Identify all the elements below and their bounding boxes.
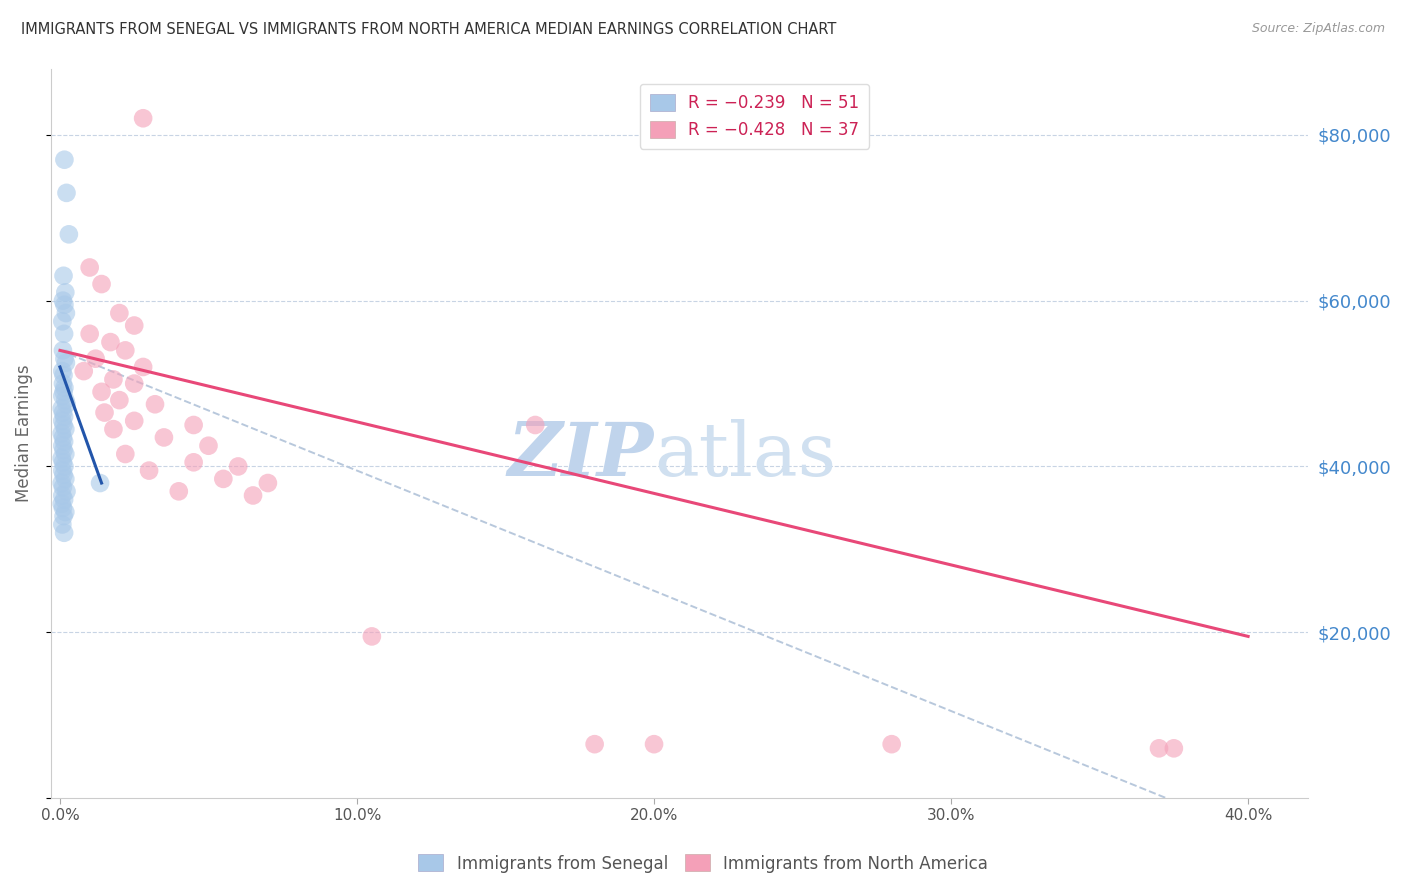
Point bbox=[51, 439, 73, 453]
Point bbox=[89, 476, 111, 491]
Text: Source: ZipAtlas.com: Source: ZipAtlas.com bbox=[1251, 22, 1385, 36]
Point bbox=[53, 472, 76, 486]
Point bbox=[55, 484, 77, 499]
Point bbox=[122, 318, 145, 333]
Point bbox=[79, 326, 101, 341]
Point bbox=[53, 351, 76, 366]
Point bbox=[53, 459, 76, 474]
Point bbox=[122, 414, 145, 428]
Point bbox=[524, 417, 547, 432]
Point bbox=[51, 488, 73, 502]
Point bbox=[153, 430, 176, 444]
Point bbox=[53, 434, 76, 449]
Point bbox=[122, 376, 145, 391]
Point bbox=[880, 737, 903, 751]
Point bbox=[52, 430, 75, 444]
Point bbox=[52, 406, 75, 420]
Point bbox=[90, 277, 112, 291]
Point bbox=[52, 509, 75, 524]
Point bbox=[52, 268, 75, 283]
Point bbox=[52, 417, 75, 432]
Point bbox=[53, 409, 76, 424]
Point bbox=[242, 488, 264, 502]
Point bbox=[84, 351, 107, 366]
Point bbox=[51, 497, 73, 511]
Point bbox=[52, 293, 75, 308]
Point bbox=[132, 359, 155, 374]
Point bbox=[73, 364, 96, 378]
Point bbox=[108, 306, 131, 320]
Point bbox=[212, 472, 235, 486]
Point bbox=[52, 480, 75, 494]
Point bbox=[103, 422, 125, 436]
Point bbox=[197, 439, 219, 453]
Point bbox=[55, 356, 77, 370]
Point bbox=[53, 525, 76, 540]
Point bbox=[51, 364, 73, 378]
Point bbox=[51, 414, 73, 428]
Point bbox=[257, 476, 280, 491]
Point bbox=[100, 335, 122, 350]
Point bbox=[53, 492, 76, 507]
Text: atlas: atlas bbox=[654, 418, 837, 491]
Point bbox=[58, 227, 80, 242]
Point bbox=[53, 505, 76, 519]
Y-axis label: Median Earnings: Median Earnings bbox=[15, 365, 32, 502]
Point bbox=[114, 447, 136, 461]
Point bbox=[167, 484, 190, 499]
Point bbox=[53, 393, 76, 408]
Text: ZIP: ZIP bbox=[508, 419, 654, 491]
Point bbox=[52, 500, 75, 515]
Point bbox=[51, 451, 73, 466]
Point bbox=[103, 372, 125, 386]
Point bbox=[52, 442, 75, 457]
Point bbox=[643, 737, 665, 751]
Point bbox=[53, 422, 76, 436]
Point bbox=[183, 417, 205, 432]
Point bbox=[51, 426, 73, 441]
Point bbox=[132, 112, 155, 126]
Point bbox=[51, 517, 73, 532]
Point bbox=[138, 464, 160, 478]
Point bbox=[53, 153, 76, 167]
Point bbox=[53, 285, 76, 300]
Point bbox=[1147, 741, 1170, 756]
Point bbox=[51, 389, 73, 403]
Text: IMMIGRANTS FROM SENEGAL VS IMMIGRANTS FROM NORTH AMERICA MEDIAN EARNINGS CORRELA: IMMIGRANTS FROM SENEGAL VS IMMIGRANTS FR… bbox=[21, 22, 837, 37]
Point bbox=[52, 368, 75, 383]
Point bbox=[52, 376, 75, 391]
Point bbox=[183, 455, 205, 469]
Point bbox=[53, 298, 76, 312]
Point bbox=[52, 455, 75, 469]
Point bbox=[51, 314, 73, 328]
Point bbox=[583, 737, 606, 751]
Point bbox=[55, 306, 77, 320]
Point bbox=[52, 384, 75, 399]
Point bbox=[51, 464, 73, 478]
Point bbox=[53, 447, 76, 461]
Point bbox=[226, 459, 249, 474]
Point bbox=[360, 629, 382, 643]
Point bbox=[1163, 741, 1185, 756]
Legend: Immigrants from Senegal, Immigrants from North America: Immigrants from Senegal, Immigrants from… bbox=[412, 847, 994, 880]
Point bbox=[93, 406, 115, 420]
Point bbox=[51, 401, 73, 416]
Point bbox=[52, 343, 75, 358]
Point bbox=[108, 393, 131, 408]
Point bbox=[79, 260, 101, 275]
Point bbox=[143, 397, 166, 411]
Point bbox=[55, 186, 77, 200]
Point bbox=[55, 397, 77, 411]
Point bbox=[52, 467, 75, 482]
Legend: R = −0.239   N = 51, R = −0.428   N = 37: R = −0.239 N = 51, R = −0.428 N = 37 bbox=[640, 84, 869, 149]
Point bbox=[51, 476, 73, 491]
Point bbox=[90, 384, 112, 399]
Point bbox=[114, 343, 136, 358]
Point bbox=[53, 326, 76, 341]
Point bbox=[53, 381, 76, 395]
